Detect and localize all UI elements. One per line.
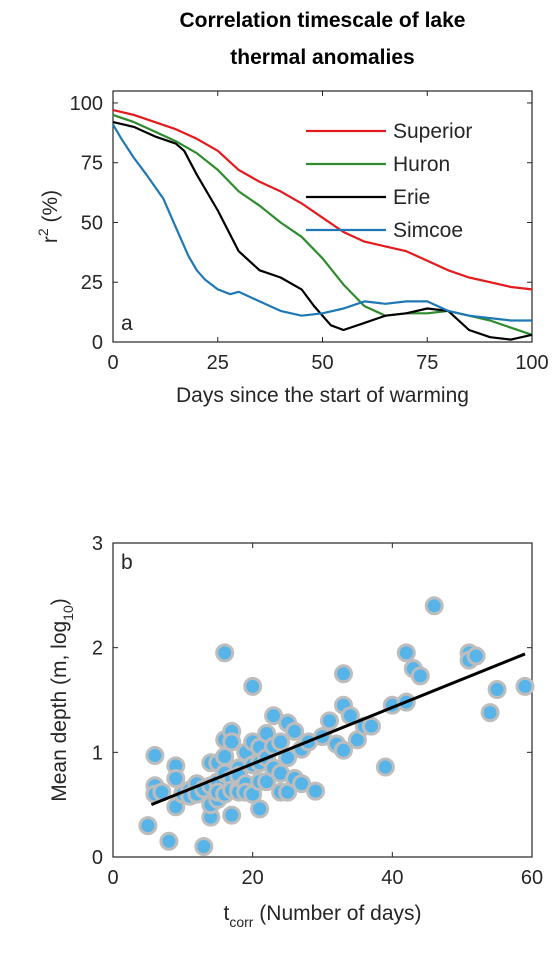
panel-a-series (112, 109, 533, 341)
y-tick-label-a-2: 50 (81, 212, 103, 234)
ylabel-a-tail: (%) (39, 190, 62, 229)
scatter-point (410, 666, 430, 686)
x-tick-label-a-2: 50 (311, 352, 333, 374)
scatter-point (138, 816, 158, 836)
scatter-point (487, 680, 507, 699)
y-tick-label-b-0: 0 (92, 847, 103, 869)
x-tick-label-b-2: 40 (381, 867, 403, 889)
scatter-point (466, 646, 486, 666)
scatter-point (285, 721, 305, 741)
xlabel-b-subscript: corr (229, 914, 253, 930)
legend-label-huron: Huron (393, 153, 450, 176)
scatter-point (222, 805, 242, 825)
scatter-point (424, 596, 444, 616)
scatter-point (361, 716, 381, 736)
scatter-point (215, 643, 235, 663)
legend-label-simcoe: Simcoe (393, 219, 463, 242)
scatter-point (480, 703, 500, 723)
y-tick-label-a-1: 25 (81, 272, 103, 294)
scatter-point (159, 831, 179, 851)
panel-b-y-axis-label: Mean depth (m, log10) (48, 598, 76, 802)
ylabel-b-subscript: 10 (60, 605, 76, 621)
chart-title-line-2: thermal anomalies (230, 46, 414, 69)
scatter-point (222, 732, 242, 752)
scatter-point (396, 643, 416, 663)
y-tick-label-b-3: 3 (92, 533, 103, 555)
panel-b-plot-area (112, 542, 533, 858)
scatter-point (166, 769, 186, 788)
scatter-point (243, 676, 263, 696)
x-tick-label-a-3: 75 (416, 352, 438, 374)
scatter-point (306, 781, 325, 801)
series-line-superior (112, 109, 533, 291)
legend-label-superior: Superior (393, 120, 472, 143)
xlabel-b-base: t (223, 902, 229, 925)
x-tick-label-b-1: 20 (242, 867, 264, 889)
scatter-point (250, 799, 270, 819)
scatter-point (215, 747, 235, 766)
panel-a-ticks: 0 25 50 75 100 0 25 50 75 100 (70, 91, 549, 374)
x-tick-label-a-4: 100 (515, 352, 548, 374)
panel-b-fit-line (150, 652, 526, 807)
panel-a-legend: Superior Huron Erie Simcoe (306, 120, 472, 242)
ylabel-a-base: r (39, 236, 62, 243)
panel-b-ticks: 0 20 40 60 0 1 2 3 (92, 533, 543, 889)
x-tick-label-a-0: 0 (107, 352, 118, 374)
panel-b-points (138, 596, 535, 856)
y-tick-label-b-1: 1 (92, 742, 103, 764)
y-tick-label-a-3: 75 (81, 153, 103, 175)
ylabel-b-base: Mean depth (m, log (48, 621, 71, 802)
y-tick-label-b-2: 2 (92, 638, 103, 660)
scatter-point (145, 746, 165, 765)
chart-title-line-1: Correlation timescale of lake (180, 9, 466, 32)
x-tick-label-b-3: 60 (521, 867, 543, 889)
legend-label-erie: Erie (393, 186, 430, 209)
series-line-erie (112, 121, 533, 341)
scatter-point (194, 837, 214, 856)
ylabel-b-tail: ) (48, 598, 71, 605)
panel-a-y-axis-label: r2 (%) (35, 190, 62, 243)
x-tick-label-b-0: 0 (107, 867, 118, 889)
y-tick-label-a-4: 100 (70, 93, 103, 115)
x-tick-label-a-1: 25 (207, 352, 229, 374)
xlabel-b-tail: (Number of days) (253, 902, 421, 925)
scatter-point (334, 664, 353, 684)
scatter-point (271, 732, 291, 752)
y-tick-label-a-0: 0 (92, 332, 103, 354)
panel-b-x-axis-label: tcorr (Number of days) (223, 902, 421, 930)
ylabel-a-superscript: 2 (35, 228, 51, 236)
scatter-point (515, 676, 535, 696)
scatter-point (334, 740, 353, 760)
panel-a-x-axis-label: Days since the start of warming (176, 384, 469, 407)
scatter-point (320, 711, 339, 731)
scatter-point (375, 757, 395, 777)
panel-b-tag: b (121, 551, 133, 574)
panel-a-tag: a (121, 312, 133, 335)
series-line-simcoe (112, 123, 532, 322)
